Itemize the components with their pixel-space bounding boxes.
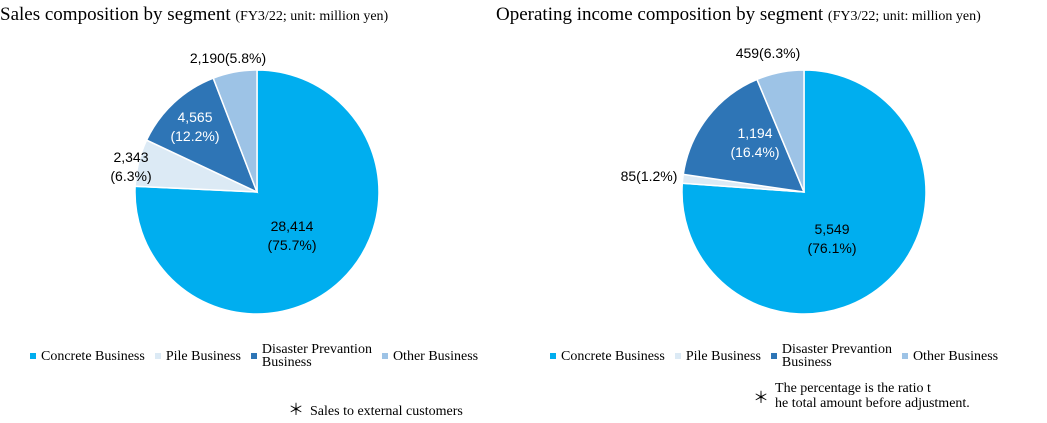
sales-legend-item-disaster-prevention: Disaster Prevantion Business <box>250 342 372 370</box>
sales-chart-footnote: ＊ Sales to external customers <box>288 396 463 420</box>
income-slice-disaster-prevention <box>682 78 806 193</box>
income-data-label-concrete-1: 5,549 <box>814 221 849 237</box>
sales-data-label-disaster-prevention-1: 4,565 <box>177 109 212 125</box>
income-legend-label-disaster-prevention: Disaster Prevantion Business <box>781 342 892 370</box>
sales-legend-label-pile: Pile Business <box>165 348 241 364</box>
sales-legend-swatch-concrete <box>30 353 36 359</box>
income-pie-chart: 5,549 (76.1%) 85(1.2%) 1,194 (16.4%) 459(6.3%… <box>621 45 927 315</box>
sales-legend-label-other: Other Business <box>392 348 479 364</box>
sales-chart-legend: Concrete Business Pile Business Disaster P… <box>30 342 488 370</box>
income-chart-title-note: (FY3/22; unit: million yen) <box>827 9 981 24</box>
sales-legend-swatch-pile <box>154 353 161 359</box>
income-legend-label-concrete: Concrete Business <box>561 348 665 364</box>
sales-data-label-concrete-2: (75.7%) <box>267 237 316 253</box>
sales-data-label-other-1: 2,190(5.8%) <box>190 50 266 66</box>
income-legend-item-concrete: Concrete Business <box>550 348 665 364</box>
income-legend-item-other: Other Business <box>901 348 999 364</box>
sales-chart-title: Sales composition by segment (FY3/22; un… <box>0 4 388 26</box>
income-footnote-line-2: he total amount before adjustment. <box>775 396 970 411</box>
sales-legend-item-pile: Pile Business <box>154 348 241 364</box>
sales-data-label-pile-2: (6.3%) <box>110 168 151 184</box>
sales-slice-disaster-prevention <box>145 77 259 194</box>
income-legend-swatch-other <box>901 353 908 359</box>
sales-legend-swatch-disaster-prevention <box>250 353 257 359</box>
asterisk-mark: ＊ <box>288 402 305 419</box>
income-slice-other <box>755 69 805 193</box>
income-data-label-other-1: 459(6.3%) <box>736 45 801 61</box>
sales-data-label-disaster-prevention-2: (12.2%) <box>170 128 219 144</box>
sales-legend-swatch-other <box>381 353 388 359</box>
income-footnote-line-1: The percentage is the ratio t <box>775 381 931 396</box>
sales-chart-title-note: (FY3/22; unit: million yen) <box>235 9 389 24</box>
sales-legend-item-other: Other Business <box>381 348 479 364</box>
income-chart-title-main: Operating income composition by segment <box>496 4 824 25</box>
income-legend-label-other: Other Business <box>912 348 999 364</box>
income-data-label-pile-1: 85(1.2%) <box>621 168 678 184</box>
income-data-label-concrete-2: (76.1%) <box>807 240 856 256</box>
income-legend-item-pile: Pile Business <box>674 348 761 364</box>
operating-income-chart-panel: Operating income composition by segment … <box>496 0 1047 423</box>
income-chart-footnote: ＊ The percentage is the ratio t he total… <box>753 381 970 411</box>
income-legend-item-disaster-prevention: Disaster Prevantion Business <box>770 342 892 370</box>
income-legend-swatch-concrete <box>550 353 556 359</box>
income-data-label-disaster-prevention-1: 1,194 <box>737 125 772 141</box>
sales-chart-panel: Sales composition by segment (FY3/22; un… <box>0 0 523 423</box>
sales-legend-label-concrete: Concrete Business <box>41 348 145 364</box>
sales-legend-label-disaster-prevention: Disaster Prevantion Business <box>261 342 372 370</box>
sales-legend-item-concrete: Concrete Business <box>30 348 145 364</box>
sales-pie-chart: 28,414 (75.7%) 2,343 (6.3%) 4,565 (12.2%) 2,19… <box>110 50 380 315</box>
sales-slice-other <box>212 69 258 193</box>
income-chart-legend: Concrete Business Pile Business Disaster P… <box>550 342 1008 370</box>
sales-data-label-pile-1: 2,343 <box>113 149 148 165</box>
sales-footnote-text: Sales to external customers <box>310 404 463 419</box>
income-legend-swatch-pile <box>674 353 681 359</box>
income-legend-swatch-disaster-prevention <box>770 353 777 359</box>
income-chart-title: Operating income composition by segment … <box>496 4 981 26</box>
income-data-label-disaster-prevention-2: (16.4%) <box>730 144 779 160</box>
sales-data-label-concrete-1: 28,414 <box>271 218 314 234</box>
asterisk-mark: ＊ <box>753 390 770 407</box>
sales-chart-title-main: Sales composition by segment <box>0 4 231 25</box>
income-legend-label-pile: Pile Business <box>685 348 761 364</box>
